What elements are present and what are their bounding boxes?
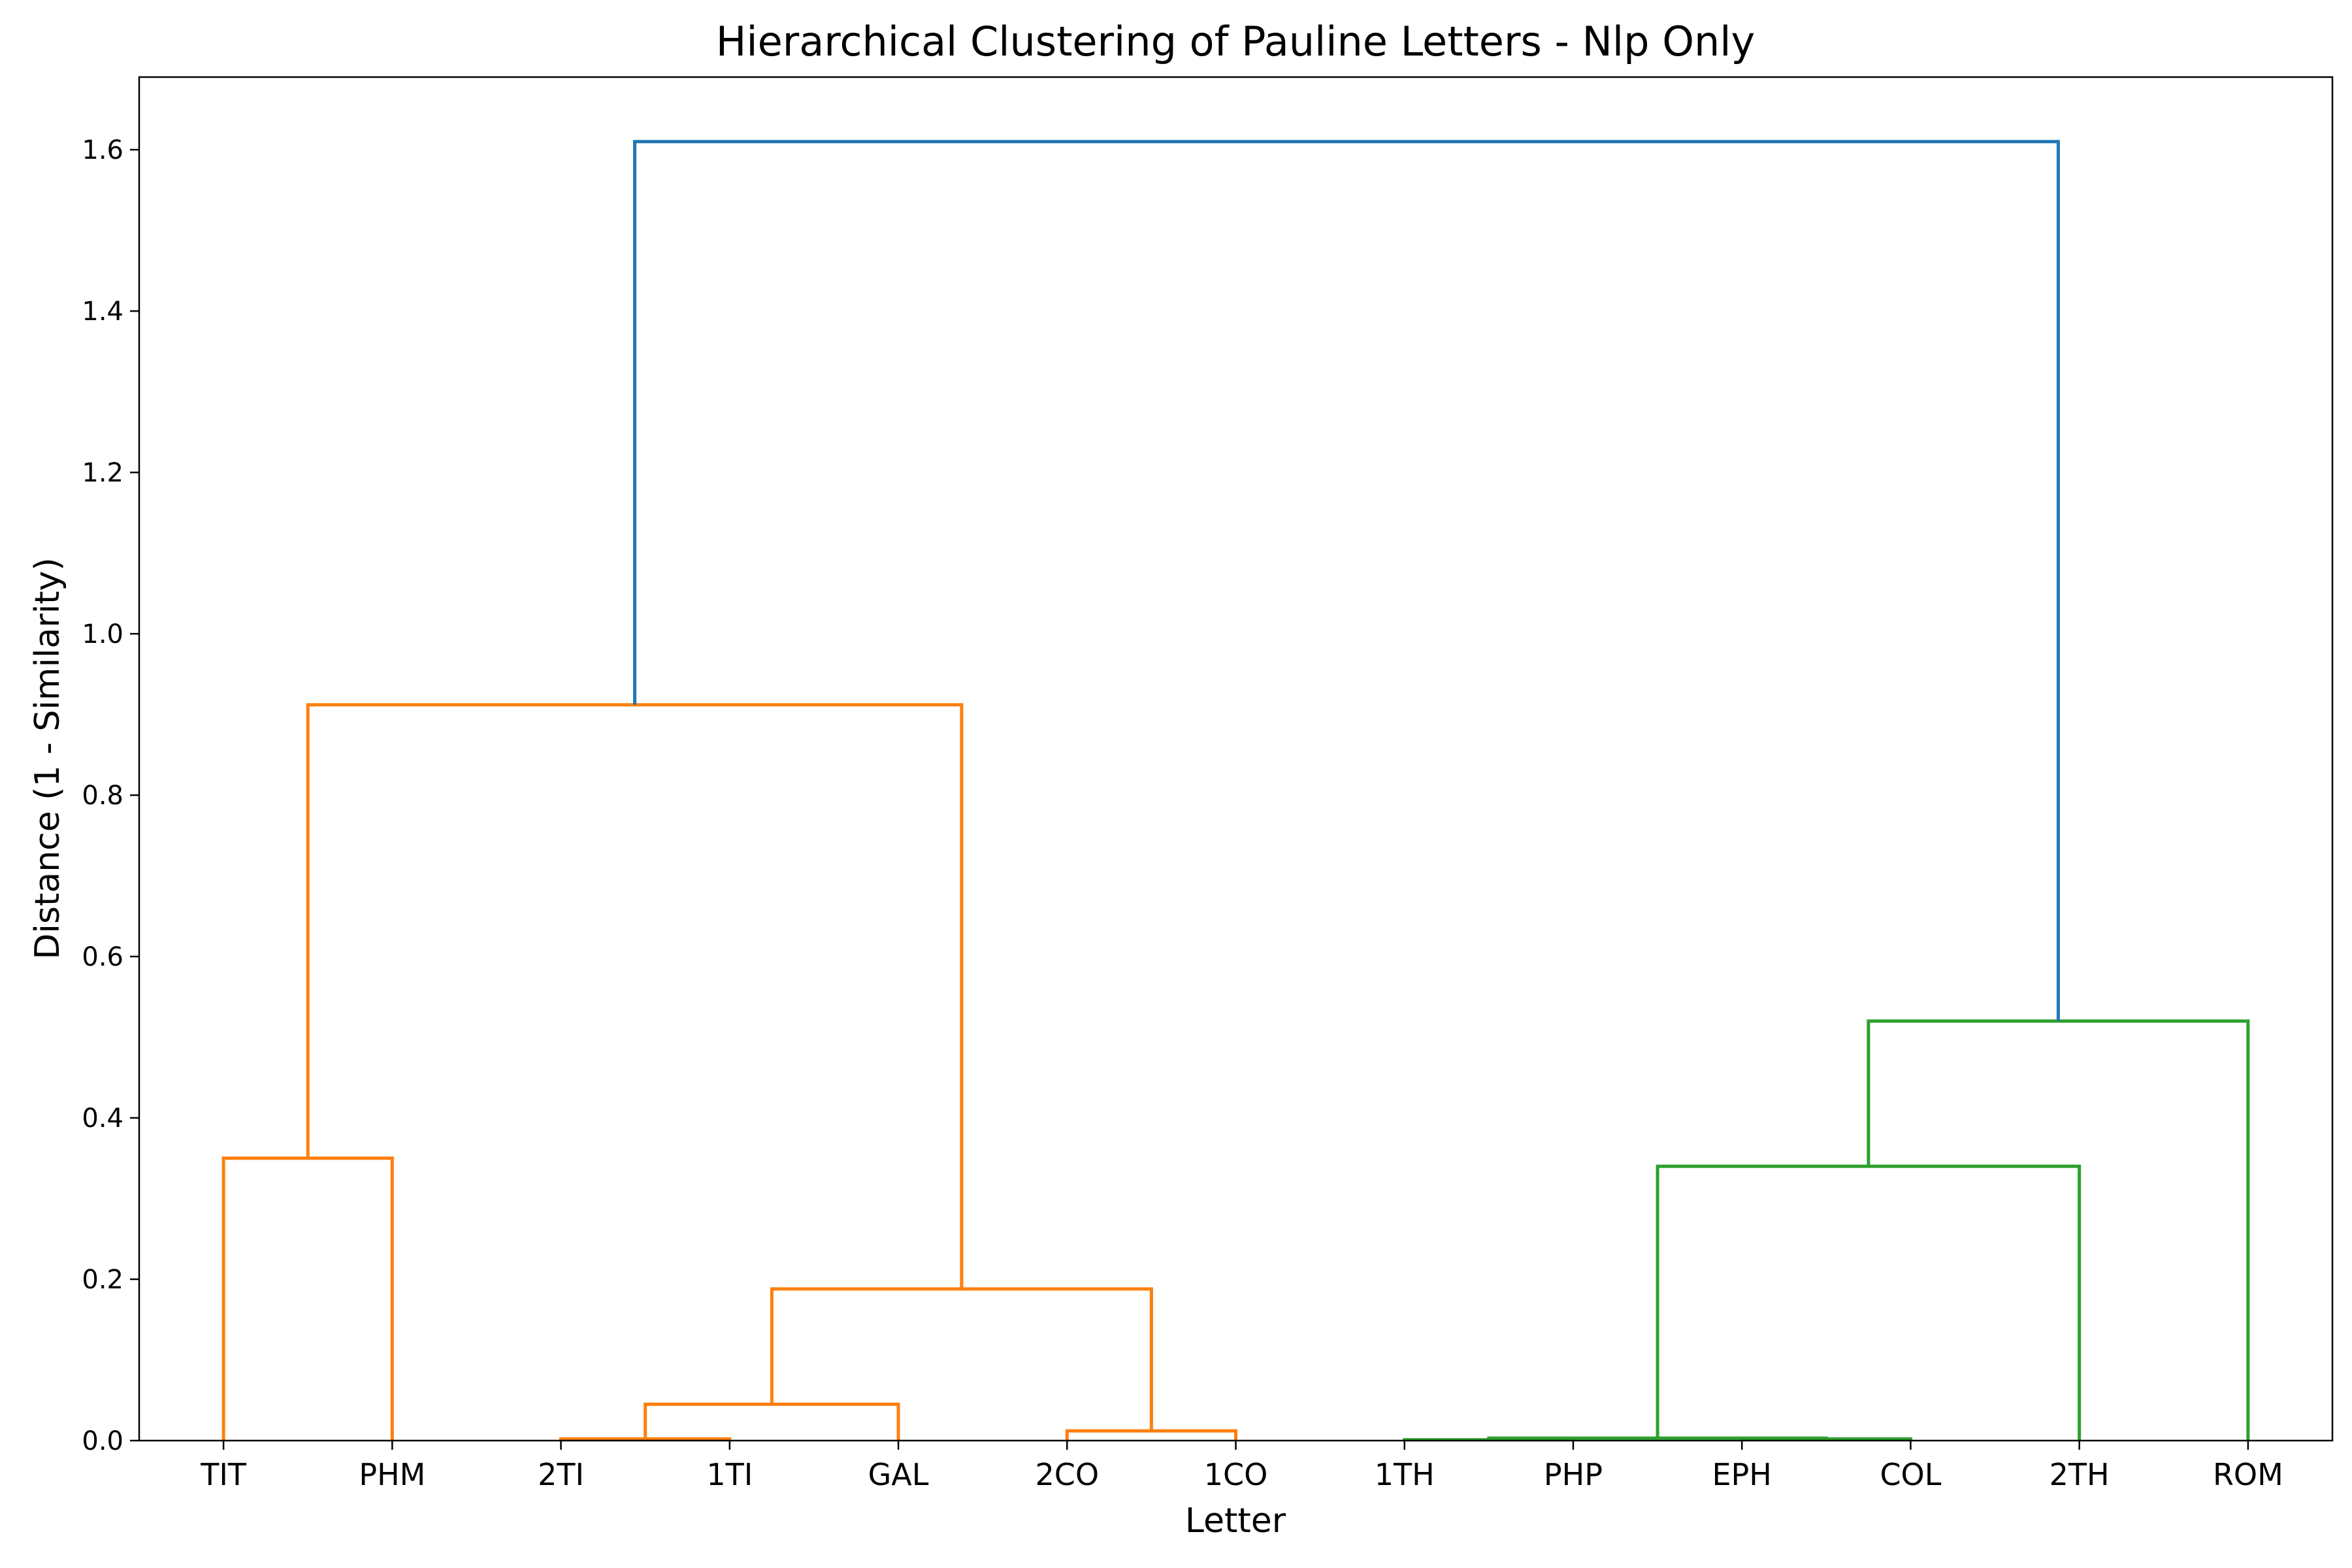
dendrogram-link-2ti+1ti-gal	[644, 1402, 900, 1441]
leaf-label: 1TH	[1375, 1457, 1435, 1492]
y-tick-label: 1.4	[82, 297, 123, 327]
leaf-label: 2TH	[2050, 1457, 2110, 1492]
y-tick-label: 0.2	[82, 1265, 123, 1295]
leaf-label: 1TI	[706, 1457, 753, 1492]
y-tick-label: 1.6	[82, 135, 123, 165]
leaf-label: PHM	[359, 1457, 425, 1492]
y-tick-label: 0.4	[82, 1103, 123, 1134]
y-tick-label: 0.8	[82, 781, 123, 811]
x-axis-label: Letter	[1185, 1501, 1286, 1541]
x-axis-ticks: TIT PHM 2TI 1TI GAL 2CO 1CO 1TH PHP EPH COL 2TH ROM	[200, 1441, 2283, 1492]
leaf-label: TIT	[200, 1457, 247, 1492]
y-tick-label: 0.0	[82, 1426, 123, 1456]
y-axis-ticks: 0.0 0.2 0.4 0.6 0.8 1.0 1.2 1.4 1.6	[82, 135, 139, 1456]
dendrogram-link-tit+phm+2ti+1ti+gal+2co+1co-1th+php+eph+col+2th+rom	[633, 140, 2060, 1021]
chart-title: Hierarchical Clustering of Pauline Lette…	[716, 18, 1755, 65]
leaf-label: 2CO	[1035, 1457, 1099, 1492]
y-tick-label: 1.0	[82, 619, 123, 649]
leaf-label: ROM	[2213, 1457, 2283, 1492]
dendrogram-link-1th+php-eph+col	[1487, 1436, 1828, 1440]
leaf-label: EPH	[1712, 1457, 1771, 1492]
y-tick-label: 1.2	[82, 458, 123, 488]
leaf-label: GAL	[868, 1457, 929, 1492]
plot-frame	[138, 76, 2334, 1442]
leaf-label: 1CO	[1204, 1457, 1268, 1492]
y-tick-label: 0.6	[82, 942, 123, 972]
leaf-label: PHP	[1544, 1457, 1603, 1492]
leaf-label: 2TI	[538, 1457, 584, 1492]
leaf-label: COL	[1880, 1457, 1941, 1492]
y-axis-label: Distance (1 - Similarity)	[28, 557, 67, 959]
dendrogram-link-1th+php+eph+col+2th-rom	[1867, 1019, 2250, 1441]
dendrogram-link-2ti+1ti+gal-2co+1co	[770, 1287, 1153, 1431]
